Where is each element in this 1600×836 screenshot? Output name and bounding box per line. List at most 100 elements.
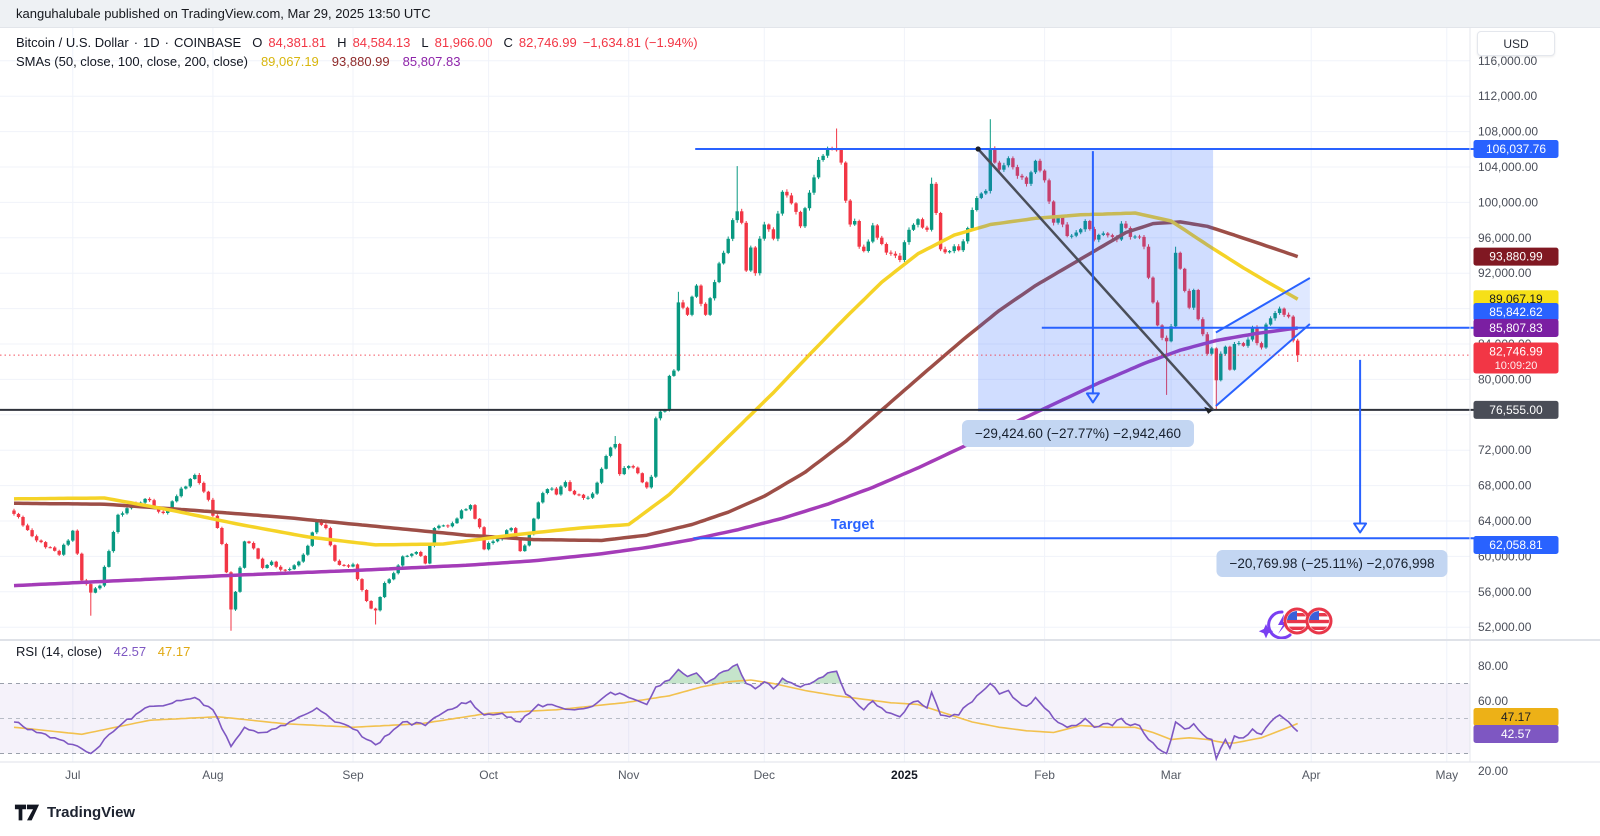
axis-badge: 106,037.76 [1473, 140, 1559, 158]
svg-text:Apr: Apr [1302, 768, 1321, 782]
svg-text:100,000.00: 100,000.00 [1478, 195, 1538, 209]
svg-text:64,000.00: 64,000.00 [1478, 514, 1532, 528]
rsi-legend[interactable]: RSI (14, close) 42.57 47.17 [16, 644, 190, 659]
measurement-text-1: −29,424.60 (−27.77%) −2,942,460 [974, 426, 1182, 441]
chart-canvas[interactable]: 116,000.00 112,000.00 108,000.00 104,000.00… [0, 28, 1600, 788]
svg-text:62,058.81: 62,058.81 [1489, 538, 1543, 552]
publish-banner: kanguhalubale published on TradingView.c… [0, 0, 1600, 28]
target-text: Target [831, 517, 875, 533]
tradingview-logo-icon[interactable] [14, 803, 40, 821]
sma50-value: 89,067.19 [260, 54, 319, 69]
symbol-row: Bitcoin / U.S. Dollar · 1D · COINBASE O … [16, 34, 698, 51]
svg-text:Aug: Aug [202, 768, 223, 782]
sma-200-line[interactable] [13, 326, 1298, 588]
svg-text:68,000.00: 68,000.00 [1478, 479, 1532, 493]
high-value: 84,584.13 [352, 35, 411, 50]
axis-badge: 47.17 [1473, 708, 1559, 726]
sma-legend-row[interactable]: SMAs (50, close, 100, close, 200, close)… [16, 53, 698, 70]
axis-badge: 85,842.62 [1473, 303, 1559, 321]
price-axis-labels[interactable]: 116,000.00 112,000.00 108,000.00 104,000.00… [1478, 54, 1538, 778]
measurement-arrow[interactable] [1085, 151, 1100, 404]
svg-text:89,067.19: 89,067.19 [1489, 292, 1543, 306]
close-value: 82,746.99 [518, 35, 577, 50]
svg-text:112,000.00: 112,000.00 [1478, 89, 1537, 103]
symbol-legend[interactable]: Bitcoin / U.S. Dollar · 1D · COINBASE O … [16, 34, 698, 70]
rsi-ma-value: 47.17 [157, 644, 191, 659]
rsi-ma-line[interactable] [13, 679, 1299, 744]
us-flag-circle-icon [1283, 607, 1311, 635]
sticker-icons [1258, 607, 1333, 640]
svg-text:80,000.00: 80,000.00 [1478, 372, 1532, 386]
rsi-line[interactable] [13, 663, 1299, 762]
svg-text:May: May [1435, 768, 1458, 782]
svg-text:82,746.99: 82,746.99 [1489, 345, 1543, 359]
svg-text:Jul: Jul [65, 768, 80, 782]
sparkle-swoosh-icon [1267, 610, 1292, 640]
sparkle-icon [1258, 624, 1274, 639]
svg-text:10:09:20: 10:09:20 [1495, 360, 1538, 372]
measurement-label-1[interactable]: −29,424.60 (−27.77%) −2,942,460 [961, 420, 1195, 447]
measurement-text-2: −20,769.98 (−25.11%) −2,076,998 [1229, 556, 1435, 571]
measurement-trendline[interactable] [975, 146, 1215, 414]
svg-text:104,000.00: 104,000.00 [1478, 160, 1538, 174]
svg-text:85,842.62: 85,842.62 [1489, 305, 1543, 319]
axis-badge: 62,058.81 [1473, 536, 1559, 554]
svg-text:60.00: 60.00 [1478, 694, 1508, 708]
target-projection-arrow[interactable] [1353, 359, 1368, 534]
chart-plot-area[interactable] [0, 28, 1470, 762]
rising-channel[interactable] [1215, 277, 1311, 407]
svg-text:76,555.00: 76,555.00 [1489, 403, 1543, 417]
svg-text:47.17: 47.17 [1501, 710, 1531, 724]
sma-settings-label: SMAs (50, close, 100, close, 200, close) [16, 54, 248, 69]
publish-text: kanguhalubale published on TradingView.c… [16, 6, 431, 21]
svg-text:92,000.00: 92,000.00 [1478, 266, 1532, 280]
sma-100-line[interactable] [14, 220, 1299, 543]
symbol-name[interactable]: Bitcoin / U.S. Dollar [16, 35, 129, 50]
time-axis-labels[interactable]: Jul Aug Sep Oct Nov Dec 2025 Feb Mar Apr May [65, 768, 1458, 782]
exchange-label[interactable]: COINBASE [174, 35, 242, 50]
rsi-value: 42.57 [113, 644, 147, 659]
change-value: −1,634.81 (−1.94%) [582, 35, 698, 50]
axis-badge: 93,880.99 [1473, 247, 1559, 266]
currency-toggle-button[interactable]: USD [1477, 31, 1555, 56]
svg-text:93,880.99: 93,880.99 [1489, 250, 1543, 264]
low-label: L [421, 35, 429, 50]
currency-label: USD [1503, 36, 1529, 51]
separator-dot: · [133, 35, 139, 50]
tradingview-wordmark[interactable]: TradingView [47, 803, 136, 821]
footer-bar: TradingView [0, 788, 1600, 836]
separator-dot: · [164, 35, 170, 50]
svg-text:Feb: Feb [1034, 768, 1055, 782]
svg-text:Mar: Mar [1161, 768, 1182, 782]
sma-50-line[interactable] [13, 211, 1299, 547]
axis-badge: 76,555.00 [1473, 400, 1559, 419]
sma200-value: 85,807.83 [402, 54, 461, 69]
svg-text:2025: 2025 [891, 768, 918, 782]
sma100-value: 93,880.99 [331, 54, 390, 69]
svg-text:52,000.00: 52,000.00 [1478, 620, 1532, 634]
svg-text:20.00: 20.00 [1478, 764, 1508, 778]
open-label: O [252, 35, 263, 50]
target-annotation[interactable]: Target [831, 517, 874, 533]
svg-text:80.00: 80.00 [1478, 659, 1508, 673]
svg-text:Nov: Nov [618, 768, 639, 782]
svg-text:Sep: Sep [342, 768, 364, 782]
low-value: 81,966.00 [434, 35, 493, 50]
svg-text:108,000.00: 108,000.00 [1478, 125, 1538, 139]
svg-text:56,000.00: 56,000.00 [1478, 585, 1532, 599]
svg-text:42.57: 42.57 [1501, 727, 1531, 741]
svg-text:Dec: Dec [754, 768, 775, 782]
svg-text:106,037.76: 106,037.76 [1486, 142, 1546, 156]
measurement-label-2[interactable]: −20,769.98 (−25.11%) −2,076,998 [1216, 550, 1448, 577]
us-flag-circle-icon [1305, 607, 1333, 635]
open-value: 84,381.81 [268, 35, 327, 50]
svg-text:72,000.00: 72,000.00 [1478, 443, 1532, 457]
svg-text:96,000.00: 96,000.00 [1478, 231, 1532, 245]
rsi-band [0, 683, 1470, 754]
close-label: C [503, 35, 513, 50]
high-label: H [337, 35, 347, 50]
rsi-settings-label: RSI (14, close) [16, 644, 102, 659]
interval-label[interactable]: 1D [143, 35, 160, 50]
